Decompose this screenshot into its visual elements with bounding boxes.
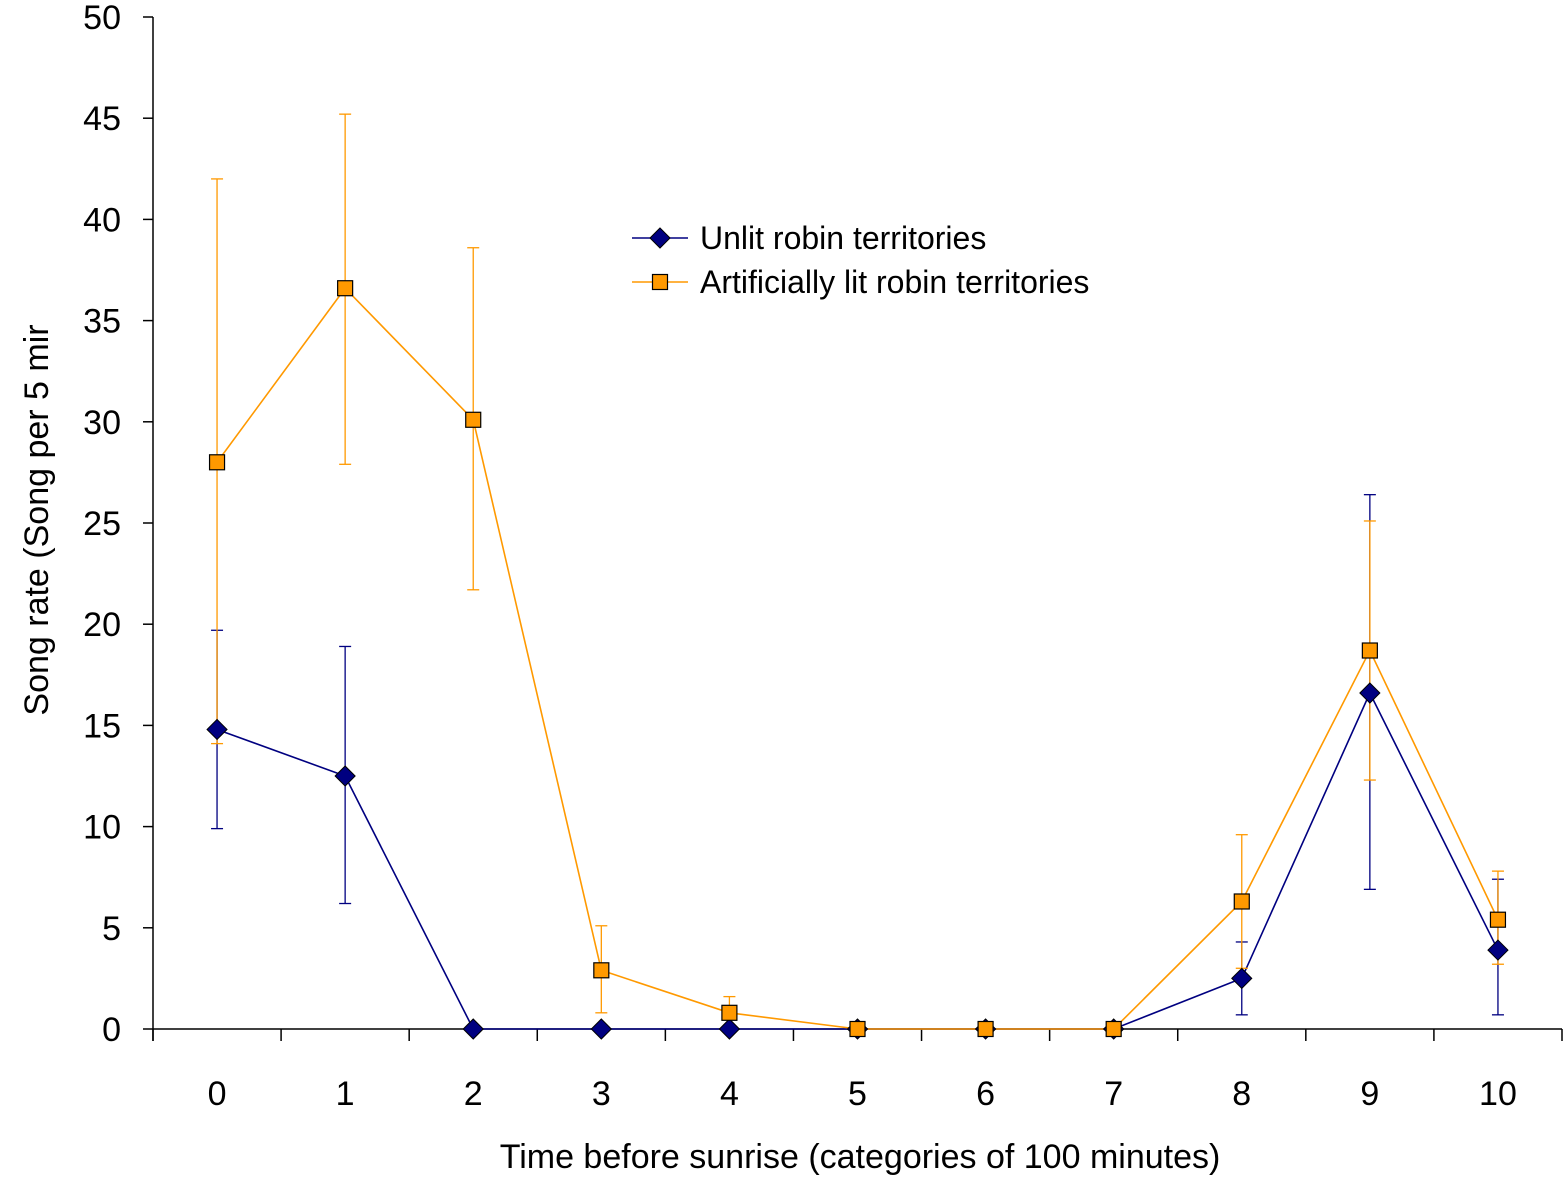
y-tick-label: 30 xyxy=(83,404,121,442)
markers-lit xyxy=(208,280,1507,1038)
x-axis-title: Time before sunrise (categories of 100 m… xyxy=(500,1138,1221,1176)
x-tick-label: 7 xyxy=(1104,1075,1123,1113)
legend-item-lit: Artificially lit robin territories xyxy=(632,264,1089,300)
data-point xyxy=(1361,642,1378,659)
x-tick-label: 8 xyxy=(1232,1075,1251,1113)
y-tick-label: 45 xyxy=(83,100,121,138)
data-point xyxy=(593,962,610,979)
y-tick-label: 40 xyxy=(83,201,121,239)
data-point xyxy=(334,765,356,787)
data-point xyxy=(1231,967,1253,990)
y-axis-title: Song rate (Song per 5 mir xyxy=(18,324,56,715)
data-point xyxy=(1105,1020,1122,1038)
data-point xyxy=(206,718,228,741)
y-tick-label: 35 xyxy=(83,303,121,341)
x-tick-label: 6 xyxy=(976,1075,995,1113)
x-tick-label: 10 xyxy=(1479,1075,1517,1113)
legend-label: Unlit robin territories xyxy=(700,220,986,256)
x-tick-label: 0 xyxy=(208,1075,227,1113)
y-tick-label: 15 xyxy=(83,707,121,745)
x-tick-label: 2 xyxy=(464,1075,483,1113)
legend-swatch-marker xyxy=(649,227,671,249)
series-layer xyxy=(206,113,1509,1040)
data-point xyxy=(718,1018,741,1040)
data-point xyxy=(1359,682,1381,704)
y-tick-label: 0 xyxy=(102,1011,121,1049)
data-point xyxy=(337,280,354,297)
y-tick-label: 25 xyxy=(83,505,121,543)
data-point xyxy=(1233,893,1250,910)
x-tick-label: 5 xyxy=(848,1075,867,1113)
legend: Unlit robin territories Artificially lit … xyxy=(632,220,1089,300)
legend-swatch-marker xyxy=(651,273,669,291)
x-tick-label: 1 xyxy=(336,1075,355,1113)
series-line xyxy=(216,286,1499,1030)
data-point xyxy=(977,1020,994,1038)
data-point xyxy=(590,1018,613,1040)
legend-item-unlit: Unlit robin territories xyxy=(632,220,986,256)
y-tick-label: 5 xyxy=(102,910,121,948)
data-point xyxy=(1487,939,1509,961)
data-point xyxy=(1489,911,1507,928)
series-unlit xyxy=(211,494,1504,1030)
data-point xyxy=(849,1020,866,1038)
y-tick-label: 20 xyxy=(83,606,121,644)
y-tick-label: 50 xyxy=(83,0,121,37)
data-point xyxy=(465,411,482,428)
x-tick-label: 4 xyxy=(720,1075,739,1113)
y-tick-label: 10 xyxy=(83,809,121,847)
legend-label: Artificially lit robin territories xyxy=(700,264,1089,300)
data-point xyxy=(208,454,226,471)
series-line xyxy=(216,691,1499,1030)
data-point xyxy=(462,1018,484,1040)
markers-unlit xyxy=(206,682,1509,1040)
data-point xyxy=(721,1004,738,1021)
x-tick-label: 9 xyxy=(1360,1075,1379,1113)
x-tick-label: 3 xyxy=(592,1075,611,1113)
